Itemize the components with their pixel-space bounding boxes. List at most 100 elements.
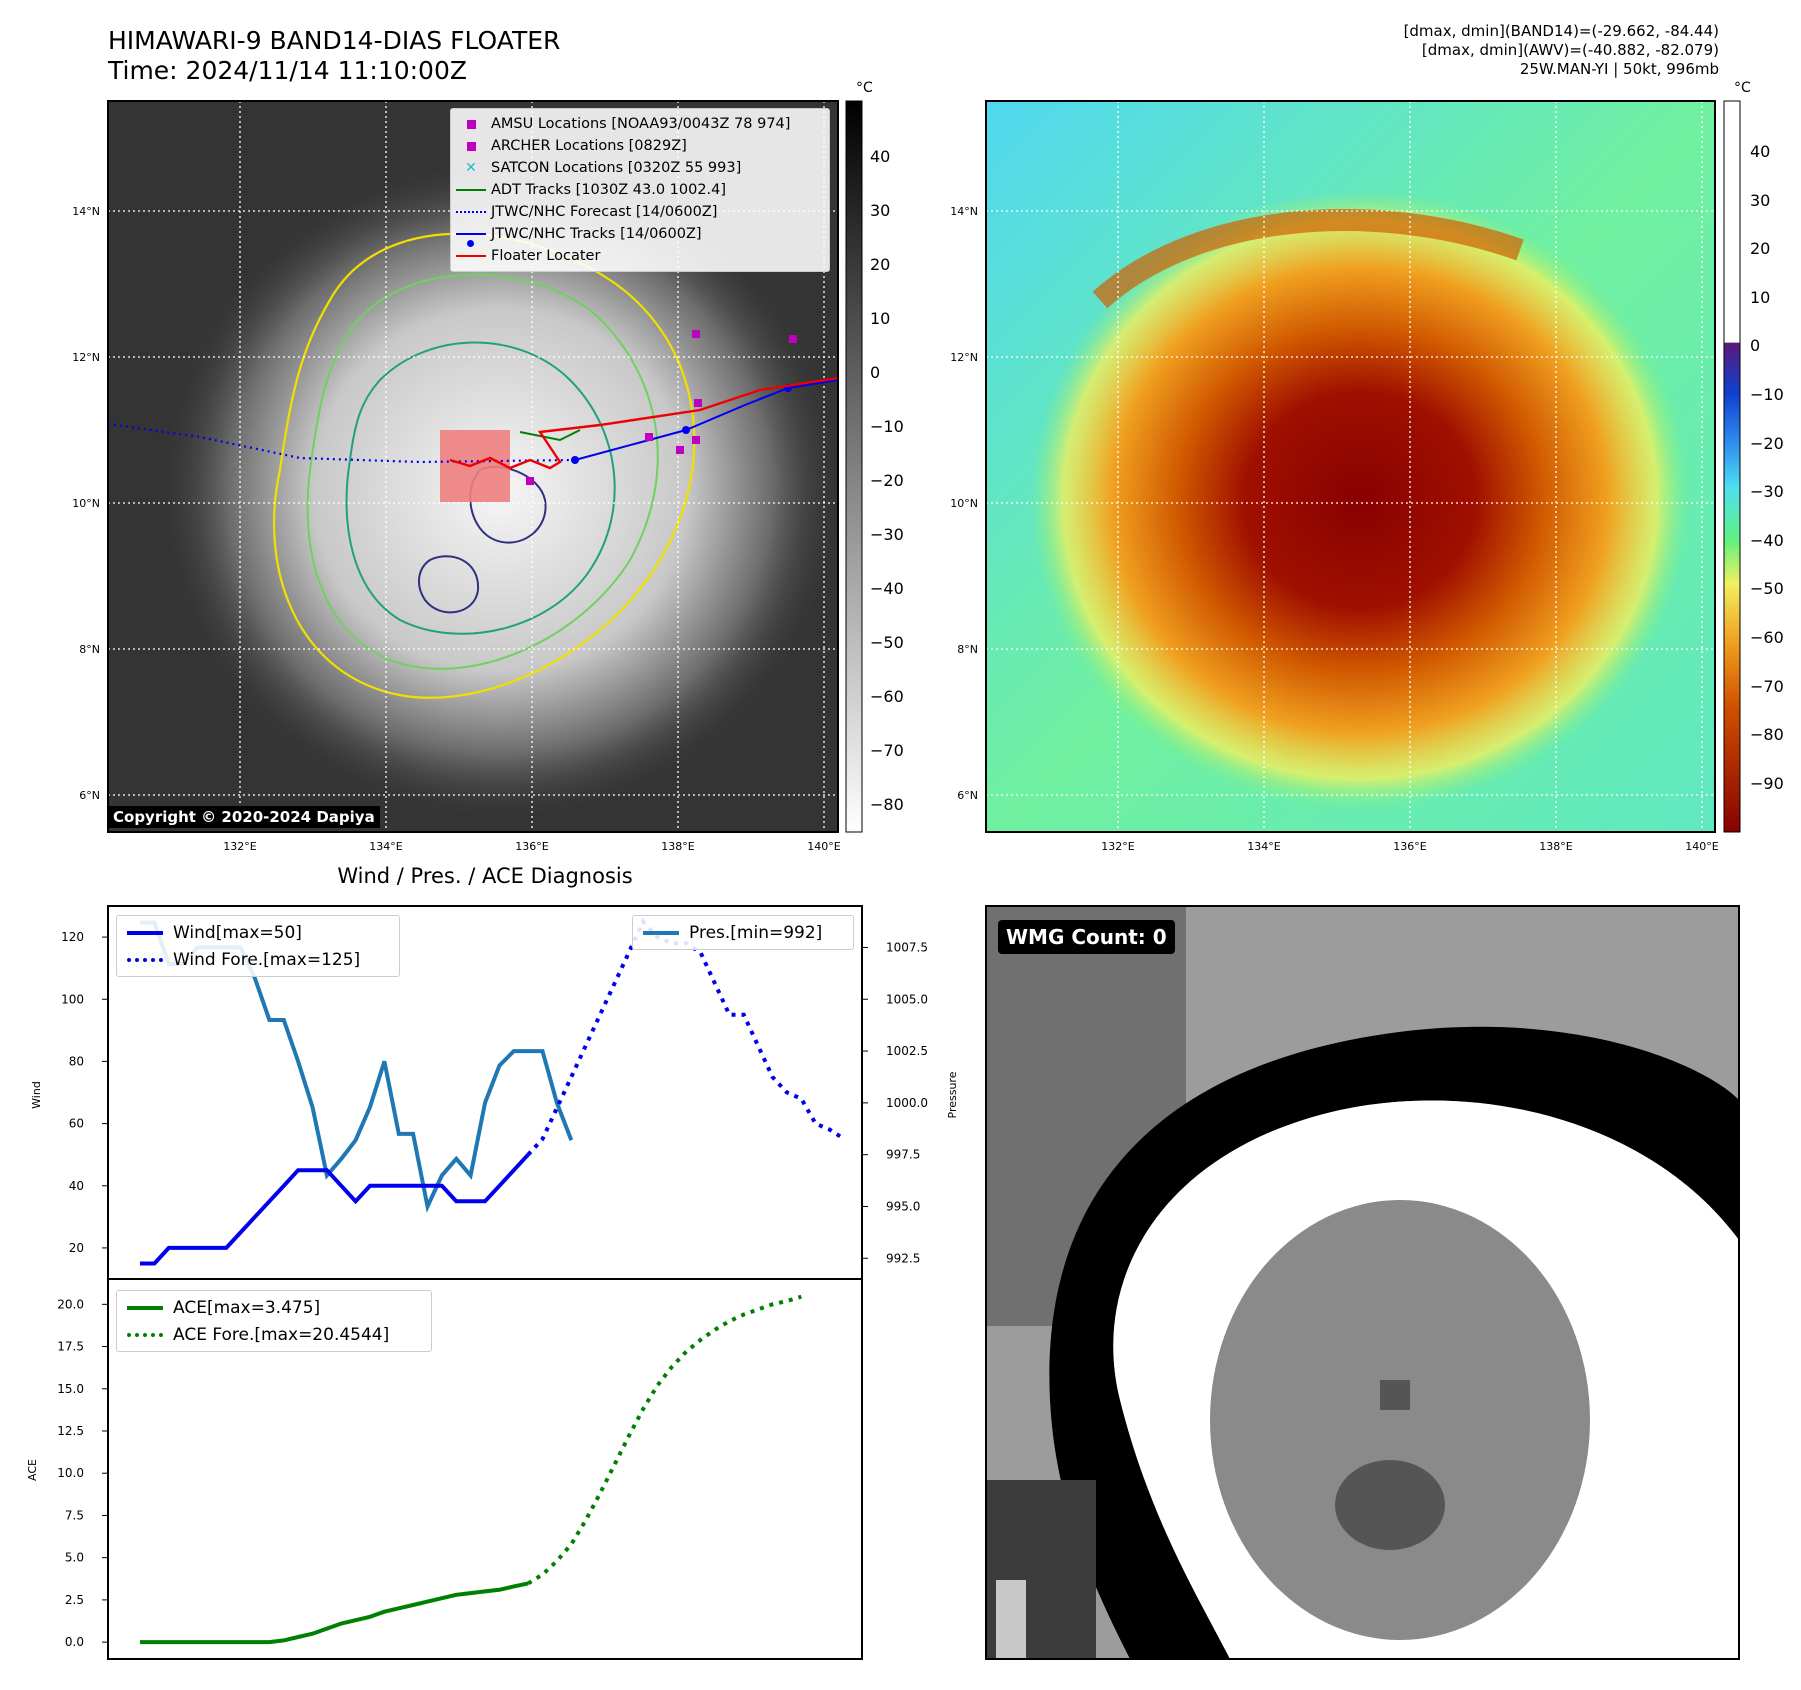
dotted-line-icon — [127, 1332, 163, 1337]
main-title: HIMAWARI-9 BAND14-DIAS FLOATER Time: 202… — [108, 26, 560, 86]
ace-axis-label: ACE — [26, 1459, 39, 1481]
ace-tick-label: 0.0 — [65, 1635, 84, 1649]
ace-series-group — [140, 1294, 802, 1645]
awv-colorbar-tick: −90 — [1750, 774, 1784, 793]
legend-label: Wind[max=50] — [173, 922, 302, 943]
legend-label: Pres.[min=992] — [689, 922, 823, 943]
awv-lat-tick: 10°N — [950, 497, 978, 510]
awv-colorbar: °C 40 30 20 10 0 −10 −20 −30 −40 −50 −60… — [1723, 80, 1784, 833]
awv-lon-tick: 138°E — [1539, 840, 1572, 853]
pressure-tick-label: 995.0 — [886, 1199, 920, 1213]
awv-colorbar-tick: −60 — [1750, 628, 1784, 647]
pressure-tick-label: 992.5 — [886, 1251, 920, 1265]
wmg-eye-region — [1210, 1200, 1590, 1640]
ir-colorbar-tick: 0 — [870, 363, 880, 382]
ir-lat-tick: 14°N — [72, 205, 100, 218]
ace-y-ticks: 20.0 17.5 15.0 12.5 10.0 7.5 5.0 2.5 0.0 — [57, 1297, 108, 1649]
awv-colorbar-unit: °C — [1734, 80, 1751, 96]
floater-locater-track — [449, 376, 838, 470]
pressure-tick-label: 1000.0 — [886, 1096, 928, 1110]
wmg-corner-light — [996, 1580, 1026, 1659]
ir-colorbar-tick: −70 — [870, 741, 904, 760]
awv-colorbar-tick: 0 — [1750, 336, 1760, 355]
legend-pressure: Pres.[min=992] — [633, 919, 853, 946]
legend-label: JTWC/NHC Tracks [14/0600Z] — [491, 226, 702, 242]
ace-forecast-line — [527, 1294, 802, 1586]
legend-wind: Wind[max=50] — [117, 919, 399, 946]
ir-colorbar-tick: −30 — [870, 525, 904, 544]
ir-lat-tick: 12°N — [72, 351, 100, 364]
pressure-tick-label: 1007.5 — [886, 940, 928, 954]
wind-forecast-line — [526, 917, 846, 1157]
pressure-axis-label: Pressure — [946, 1071, 959, 1118]
ace-tick-label: 17.5 — [57, 1340, 84, 1354]
legend-label: JTWC/NHC Forecast [14/0600Z] — [491, 204, 718, 220]
pressure-legend: Pres.[min=992] — [632, 915, 854, 950]
dotted-line-icon — [127, 957, 163, 962]
adt-track — [519, 429, 581, 442]
awv-lon-tick: 140°E — [1685, 840, 1718, 853]
ace-tick-label: 10.0 — [57, 1466, 84, 1480]
awv-colorbar-tick: 40 — [1750, 142, 1770, 161]
ir-lon-tick: 140°E — [807, 840, 840, 853]
ir-map-frame — [107, 100, 839, 833]
ir-lon-tick: 138°E — [661, 840, 694, 853]
legend-label: ARCHER Locations [0829Z] — [491, 138, 687, 154]
ir-colorbar: °C 40 30 20 10 0 −10 −20 −30 −40 −50 −60… — [845, 80, 904, 833]
ir-colorbar-ramp — [845, 100, 863, 833]
ace-legend: ACE[max=3.475] ACE Fore.[max=20.4544] — [116, 1290, 432, 1352]
ir-lat-tick: 6°N — [79, 789, 100, 802]
ace-tick-label: 2.5 — [65, 1593, 84, 1607]
title-line-1: HIMAWARI-9 BAND14-DIAS FLOATER — [108, 26, 561, 55]
ir-colorbar-tick: −40 — [870, 579, 904, 598]
awv-outer-band — [1092, 209, 1524, 309]
legend-label: SATCON Locations [0320Z 55 993] — [491, 160, 742, 176]
legend-label: Wind Fore.[max=125] — [173, 949, 361, 970]
ir-colorbar-tick: −50 — [870, 633, 904, 652]
solid-line-icon — [127, 1305, 163, 1310]
legend-ace: ACE[max=3.475] — [117, 1294, 431, 1321]
awv-colorbar-tick: 20 — [1750, 239, 1770, 258]
ir-lat-labels: 14°N 12°N 10°N 8°N 6°N — [72, 205, 100, 802]
awv-colorbar-tick: 30 — [1750, 191, 1770, 210]
legend-jtwc-tracks: JTWC/NHC Tracks [14/0600Z] — [451, 223, 829, 247]
ir-lon-tick: 134°E — [369, 840, 402, 853]
awv-lon-tick: 136°E — [1393, 840, 1426, 853]
square-marker-icon — [466, 119, 476, 129]
title-time: Time: 2024/11/14 11:10:00Z — [108, 56, 467, 85]
wind-tick-label: 20 — [69, 1241, 84, 1255]
pressure-tick-label: 1002.5 — [886, 1044, 928, 1058]
legend-label: Floater Locater — [491, 248, 601, 264]
ir-contour-navy — [418, 465, 547, 614]
wind-tick-label: 100 — [61, 992, 84, 1006]
wind-tick-label: 80 — [69, 1054, 84, 1068]
ace-line — [140, 1581, 529, 1645]
wmg-panel — [985, 905, 1740, 1660]
line-marker-icon — [456, 255, 486, 257]
ace-tick-label: 7.5 — [65, 1508, 84, 1522]
ir-lon-tick: 136°E — [515, 840, 548, 853]
ir-colorbar-tick: −80 — [870, 795, 904, 814]
awv-colorbar-tick: 10 — [1750, 288, 1770, 307]
wind-line — [140, 1153, 530, 1266]
legend-amsu: AMSU Locations [NOAA93/0043Z 78 974] — [451, 113, 829, 135]
ir-colorbar-tick: −20 — [870, 471, 904, 490]
ir-lon-labels: 132°E 134°E 136°E 138°E 140°E — [223, 840, 840, 853]
solid-line-icon — [127, 930, 163, 935]
wind-y-ticks: 120 100 80 60 40 20 — [61, 930, 108, 1255]
ace-tick-label: 5.0 — [65, 1551, 84, 1565]
awv-lon-labels: 132°E 134°E 136°E 138°E 140°E — [1101, 840, 1718, 853]
awv-colorbar-tick: −20 — [1750, 434, 1784, 453]
jtwc-forecast-track — [108, 422, 576, 464]
awv-lon-tick: 132°E — [1101, 840, 1134, 853]
ir-colorbar-tick: 20 — [870, 255, 890, 274]
archer-marker — [526, 477, 534, 485]
wmg-center-block — [1380, 1380, 1410, 1410]
awv-colorbar-tick: −80 — [1750, 725, 1784, 744]
info-awv-range: [dmax, dmin](AWV)=(-40.882, -82.079) — [1421, 41, 1719, 59]
info-band14-range: [dmax, dmin](BAND14)=(-29.662, -84.44) — [1403, 22, 1719, 40]
info-storm-id: 25W.MAN-YI | 50kt, 996mb — [1519, 60, 1719, 78]
wind-tick-label: 40 — [69, 1179, 84, 1193]
legend-label: AMSU Locations [NOAA93/0043Z 78 974] — [491, 116, 791, 132]
